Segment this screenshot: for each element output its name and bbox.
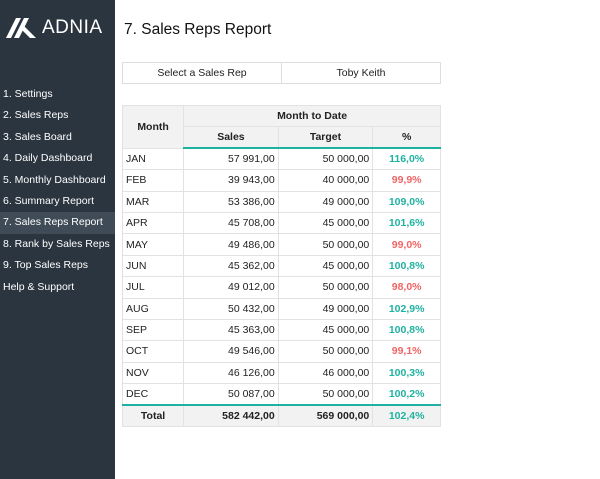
cell-month: APR [121, 211, 185, 235]
cell-sales: 50 432,00 [183, 297, 279, 320]
cell-month: SEP [121, 318, 185, 342]
table-row: DEC 50 087,00 50 000,00 100,2% [121, 383, 441, 406]
sidebar-item-2[interactable]: 2. Sales Reps [3, 109, 69, 122]
cell-month: OCT [121, 340, 185, 363]
header-target: Target [277, 126, 374, 150]
sidebar-item-10[interactable]: Help & Support [3, 280, 75, 293]
cell-month: DEC [121, 383, 185, 406]
cell-target: 49 000,00 [277, 297, 374, 320]
table-row: APR 45 708,00 45 000,00 101,6% [121, 211, 441, 235]
sidebar: ADNIA 1. Settings 2. Sales Reps 3. Sales B… [0, 0, 115, 479]
logo: ADNIA [6, 17, 103, 39]
header-month: Month [121, 105, 185, 149]
sales-rep-dropdown[interactable]: Toby Keith [336, 67, 386, 79]
cell-sales: 53 386,00 [183, 190, 279, 213]
header-sales: Sales [183, 126, 279, 150]
total-sales: 582 442,00 [183, 403, 279, 427]
cell-target: 50 000,00 [277, 340, 374, 363]
cell-pct: 102,9% [372, 297, 441, 320]
table-row: MAY 49 486,00 50 000,00 99,0% [121, 233, 441, 256]
table-row: JUN 45 362,00 45 000,00 100,8% [121, 254, 441, 278]
sidebar-item-3[interactable]: 3. Sales Board [3, 130, 72, 143]
sales-report-table: Month Month to Date Sales Target % JAN 57… [121, 104, 441, 427]
cell-sales: 49 012,00 [183, 276, 279, 299]
cell-target: 50 000,00 [277, 233, 374, 256]
cell-target: 45 000,00 [277, 211, 374, 235]
cell-month: NOV [121, 361, 185, 385]
total-target: 569 000,00 [277, 403, 374, 427]
sidebar-item-4[interactable]: 4. Daily Dashboard [3, 152, 93, 165]
cell-target: 46 000,00 [277, 361, 374, 385]
header-percent: % [372, 126, 441, 150]
cell-target: 50 000,00 [277, 383, 374, 406]
cell-pct: 101,6% [372, 211, 441, 235]
sidebar-item-1[interactable]: 1. Settings [3, 88, 53, 100]
cell-target: 50 000,00 [277, 276, 374, 299]
sidebar-item-6[interactable]: 6. Summary Report [3, 194, 95, 207]
cell-sales: 49 486,00 [183, 233, 279, 256]
cell-target: 45 000,00 [277, 254, 374, 278]
cell-pct: 109,0% [372, 190, 441, 213]
cell-sales: 46 126,00 [183, 361, 279, 385]
cell-sales: 45 362,00 [183, 254, 279, 278]
cell-pct: 99,9% [372, 169, 441, 192]
table-row: AUG 50 432,00 49 000,00 102,9% [121, 297, 441, 320]
cell-month: FEB [121, 169, 185, 192]
table-row: OCT 49 546,00 50 000,00 99,1% [121, 340, 441, 363]
table-row: SEP 45 363,00 45 000,00 100,8% [121, 318, 441, 342]
cell-sales: 49 546,00 [183, 340, 279, 363]
brand-name: ADNIA [42, 17, 103, 38]
sales-rep-selector: Select a Sales Rep Toby Keith [122, 62, 441, 84]
cell-month: JUL [121, 276, 185, 299]
selector-label: Select a Sales Rep [123, 63, 282, 83]
cell-month: MAR [121, 190, 185, 213]
total-row: Total 582 442,00 569 000,00 102,4% [121, 403, 441, 427]
table-row: NOV 46 126,00 46 000,00 100,3% [121, 361, 441, 385]
total-percent: 102,4% [372, 403, 441, 427]
page-title: 7. Sales Reps Report [124, 21, 272, 38]
sidebar-item-5[interactable]: 5. Monthly Dashboard [3, 173, 106, 186]
cell-target: 40 000,00 [277, 169, 374, 192]
cell-month: JAN [121, 147, 185, 171]
cell-pct: 100,8% [372, 318, 441, 342]
cell-pct: 99,0% [372, 233, 441, 256]
adnia-logo-icon [6, 18, 36, 38]
sidebar-item-7[interactable]: 7. Sales Reps Report [0, 212, 115, 234]
cell-month: MAY [121, 233, 185, 256]
total-label: Total [121, 403, 185, 427]
cell-pct: 99,1% [372, 340, 441, 363]
table-row: MAR 53 386,00 49 000,00 109,0% [121, 190, 441, 213]
cell-pct: 98,0% [372, 276, 441, 299]
cell-pct: 116,0% [372, 147, 441, 171]
cell-pct: 100,8% [372, 254, 441, 278]
cell-sales: 57 991,00 [183, 147, 279, 171]
cell-target: 49 000,00 [277, 190, 374, 213]
cell-sales: 39 943,00 [183, 169, 279, 192]
table-row: JUL 49 012,00 50 000,00 98,0% [121, 276, 441, 299]
cell-month: JUN [121, 254, 185, 278]
sidebar-item-8[interactable]: 8. Rank by Sales Reps [3, 237, 110, 250]
cell-target: 50 000,00 [277, 147, 374, 171]
table-row: FEB 39 943,00 40 000,00 99,9% [121, 169, 441, 192]
sidebar-item-9[interactable]: 9. Top Sales Reps [3, 259, 89, 272]
cell-month: AUG [121, 297, 185, 320]
cell-target: 45 000,00 [277, 318, 374, 342]
cell-sales: 45 363,00 [183, 318, 279, 342]
cell-sales: 45 708,00 [183, 211, 279, 235]
table-row: JAN 57 991,00 50 000,00 116,0% [121, 147, 441, 171]
sidebar-menu: 1. Settings 2. Sales Reps 3. Sales Board 4.… [0, 84, 115, 298]
header-month-to-date: Month to Date [183, 104, 441, 128]
cell-pct: 100,3% [372, 361, 441, 385]
cell-pct: 100,2% [372, 383, 441, 406]
cell-sales: 50 087,00 [183, 383, 279, 406]
